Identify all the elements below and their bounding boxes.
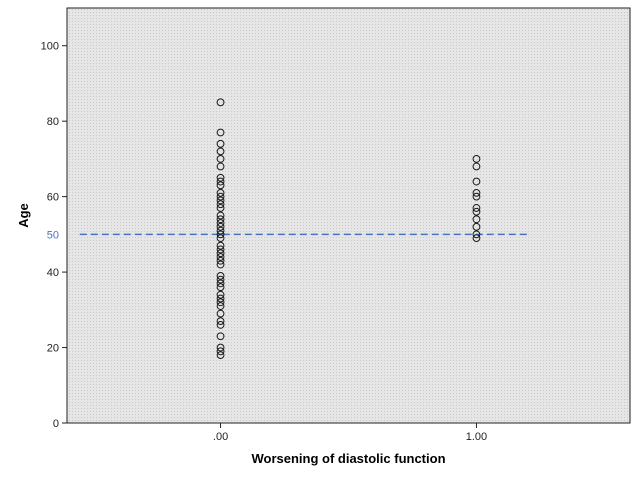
- data-point: [216, 249, 225, 258]
- data-point: [216, 230, 225, 239]
- data-point: [216, 294, 225, 303]
- data-point: [216, 173, 225, 182]
- data-point: [216, 200, 225, 209]
- x-tick-label: 1.00: [466, 431, 487, 443]
- data-point: [216, 219, 225, 227]
- data-point: [216, 155, 225, 163]
- data-point: [472, 234, 481, 243]
- data-point: [216, 241, 225, 250]
- x-axis: .00 1.00: [213, 423, 487, 443]
- data-point: [216, 188, 225, 197]
- data-point: [216, 222, 225, 231]
- data-point: [216, 245, 225, 254]
- data-point: [216, 332, 225, 341]
- data-point: [216, 234, 225, 243]
- data-point: [216, 162, 225, 171]
- data-point: [216, 147, 225, 156]
- data-point: [472, 177, 481, 186]
- data-point: [216, 204, 225, 212]
- data-point: [216, 275, 225, 284]
- data-point: [216, 309, 225, 318]
- y-tick-label: 40: [47, 267, 59, 279]
- data-point: [216, 347, 225, 356]
- data-point: [216, 298, 225, 307]
- y-tick-label: 60: [47, 192, 59, 204]
- data-point: [216, 181, 225, 190]
- data-point: [216, 211, 225, 220]
- data-point: [472, 230, 481, 239]
- data-point: [472, 188, 481, 197]
- data-point: [216, 98, 225, 107]
- data-point: [472, 162, 481, 171]
- data-point: [216, 226, 225, 235]
- data-point: [472, 204, 481, 212]
- data-point: [216, 290, 225, 299]
- y-tick-label: 100: [41, 41, 59, 53]
- data-point: [216, 351, 225, 359]
- data-point: [472, 155, 481, 163]
- x-axis-title: Worsening of diastolic function: [251, 451, 445, 466]
- y-tick-label: 20: [47, 343, 59, 355]
- data-point: [216, 302, 225, 310]
- y-axis: 0 20 40 60 80 100: [41, 41, 67, 430]
- data-point: [216, 260, 225, 269]
- data-point: [216, 196, 225, 205]
- y-tick-label: 80: [47, 116, 59, 128]
- data-point: [216, 128, 225, 137]
- data-point: [216, 215, 225, 224]
- data-point: [216, 343, 225, 352]
- y-tick-label: 0: [53, 418, 59, 430]
- data-point: [216, 253, 225, 261]
- plot-area: [66, 7, 631, 424]
- data-point: [216, 192, 225, 201]
- data-point: [216, 283, 225, 292]
- data-point: [472, 222, 481, 231]
- data-point: [216, 271, 225, 280]
- data-point: [216, 177, 225, 186]
- data-point: [216, 256, 225, 265]
- data-point: [216, 139, 225, 148]
- data-point: [216, 279, 225, 288]
- data-point: [472, 192, 481, 201]
- data-points: [216, 98, 481, 359]
- y-axis-title: Age: [16, 203, 31, 228]
- data-point: [472, 207, 481, 216]
- data-point: [216, 321, 225, 329]
- x-tick-label: .00: [213, 431, 228, 443]
- data-point: [472, 215, 481, 224]
- data-point: [216, 317, 225, 326]
- reference-line-label: 50: [47, 229, 59, 241]
